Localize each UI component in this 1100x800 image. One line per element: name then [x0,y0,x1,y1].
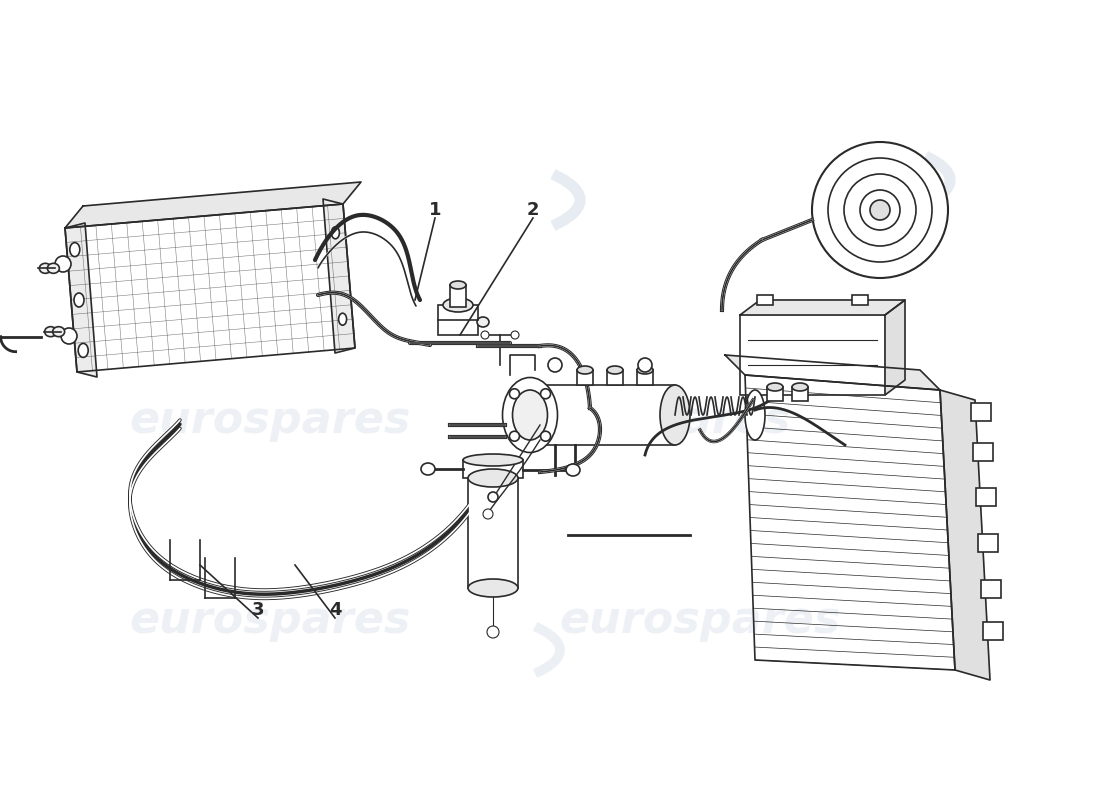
Circle shape [487,626,499,638]
Ellipse shape [55,256,72,272]
Bar [976,488,996,506]
Bar [792,387,808,401]
Bar [740,315,886,395]
Circle shape [509,389,519,398]
Circle shape [509,431,519,442]
Bar [450,285,466,307]
Ellipse shape [792,383,808,391]
Bar [535,385,675,445]
Circle shape [512,331,519,339]
Ellipse shape [45,326,56,337]
Circle shape [488,492,498,502]
Circle shape [540,389,551,398]
Ellipse shape [607,366,623,374]
Ellipse shape [331,227,340,238]
Text: eurospares: eurospares [509,398,791,442]
Text: 4: 4 [329,601,341,619]
Ellipse shape [637,366,653,374]
Bar [971,402,991,421]
Circle shape [483,509,493,519]
Bar [757,295,773,305]
Bar [974,442,993,461]
Bar [982,622,1003,640]
Text: 1: 1 [429,201,441,219]
Text: eurospares: eurospares [130,398,410,442]
Bar [468,478,518,588]
Bar [637,370,653,385]
Polygon shape [725,355,940,390]
Ellipse shape [339,313,346,325]
Ellipse shape [477,317,490,327]
Ellipse shape [450,281,466,289]
Ellipse shape [463,454,522,466]
Ellipse shape [74,293,84,307]
Circle shape [540,431,551,442]
Polygon shape [745,375,955,670]
Circle shape [844,174,916,246]
Bar [767,387,783,401]
Polygon shape [323,199,355,353]
Polygon shape [940,390,990,680]
Ellipse shape [745,390,764,440]
Ellipse shape [78,343,88,358]
Bar [980,579,1001,598]
Bar [463,460,522,478]
Bar [607,370,623,385]
Polygon shape [740,300,905,315]
Text: eurospares: eurospares [130,598,410,642]
Circle shape [812,142,948,278]
Circle shape [828,158,932,262]
Text: eurospares: eurospares [559,598,840,642]
Polygon shape [886,300,905,395]
Ellipse shape [468,579,518,597]
Ellipse shape [767,383,783,391]
Ellipse shape [40,263,52,274]
Circle shape [860,190,900,230]
Ellipse shape [468,469,518,487]
Bar [852,295,868,305]
Ellipse shape [69,242,80,257]
Text: 3: 3 [252,601,264,619]
Ellipse shape [513,390,548,440]
Polygon shape [65,223,97,377]
Polygon shape [65,204,355,372]
Bar [578,370,593,385]
Bar [978,534,998,552]
Circle shape [481,331,490,339]
Ellipse shape [566,464,580,476]
Ellipse shape [443,298,473,312]
Ellipse shape [578,366,593,374]
Ellipse shape [660,385,690,445]
Ellipse shape [53,326,65,337]
Circle shape [548,358,562,372]
Ellipse shape [503,378,558,453]
Circle shape [638,358,652,372]
Ellipse shape [47,263,59,274]
Text: 2: 2 [527,201,539,219]
Bar [438,305,478,335]
Ellipse shape [60,328,77,344]
Circle shape [870,200,890,220]
Polygon shape [65,182,361,228]
Ellipse shape [421,463,434,475]
